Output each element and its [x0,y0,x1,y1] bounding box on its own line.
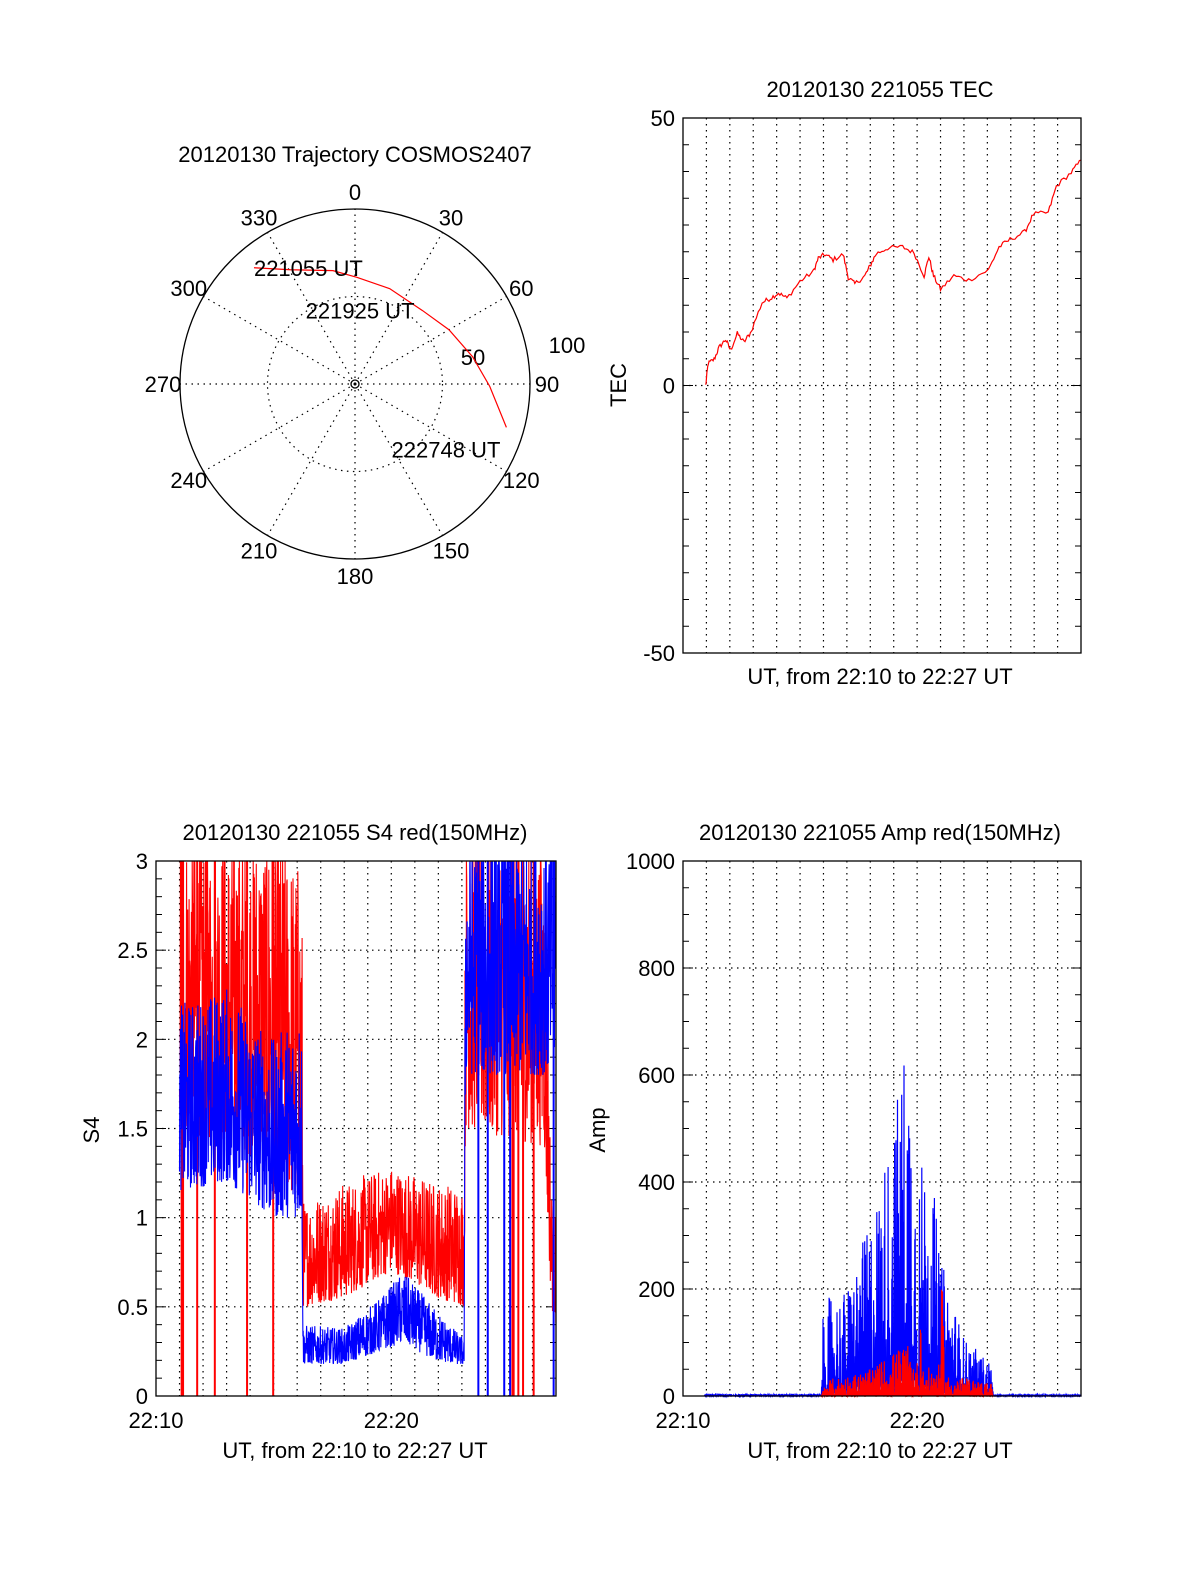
s4-blue-series [178,860,557,1365]
polar-angle-label: 330 [241,206,278,231]
amp-plot-frame [682,860,1082,1397]
y-tick-label: 2.5 [117,938,148,963]
polar-angle-label: 30 [439,206,463,231]
polar-angle-label: 240 [170,468,207,493]
polar-ring-50 [266,295,444,473]
polar-angle-label: 150 [433,538,470,563]
y-tick-label: 1.5 [117,1117,148,1142]
tec-ylabel: TEC [606,363,631,407]
y-tick-label: 400 [638,1170,675,1195]
tec-xlabel: UT, from 22:10 to 22:27 UT [747,664,1012,689]
y-tick-label: 1 [136,1206,148,1231]
y-tick-label: 800 [638,956,675,981]
s4-chart: 20120130 221055 S4 red(150MHz) UT, from … [79,820,557,1463]
tec-plot-frame [682,117,1082,654]
polar-angle-label: 60 [509,276,533,301]
y-tick-label: -50 [643,641,675,666]
y-tick-label: 3 [136,849,148,874]
trajectory-annotation: 221055 UT [254,256,363,281]
amp-ylabel: Amp [585,1107,610,1152]
tec-series-line [705,159,1082,385]
s4-xlabel: UT, from 22:10 to 22:27 UT [222,1438,487,1463]
polar-center [350,379,360,389]
y-tick-label: 0 [663,374,675,399]
s4-ylabel: S4 [79,1117,104,1144]
x-tick-label: 22:10 [655,1408,710,1433]
trajectory-line [253,267,507,428]
x-tick-label: 22:20 [890,1408,945,1433]
y-tick-label: 2 [136,1027,148,1052]
amp-title: 20120130 221055 Amp red(150MHz) [699,820,1061,845]
polar-angle-label: 90 [535,372,559,397]
polar-angle-label: 270 [145,372,182,397]
y-tick-label: 600 [638,1063,675,1088]
s4-plot-frame [155,860,557,1397]
s4-title: 20120130 221055 S4 red(150MHz) [183,820,528,845]
polar-angle-label: 300 [170,276,207,301]
trajectory-polar-chart: 20120130 Trajectory COSMOS2407 0 30 60 90 12… [145,142,586,589]
y-tick-label: 0.5 [117,1295,148,1320]
polar-outer-ring [179,208,531,560]
trajectory-annotation: 222748 UT [392,437,501,462]
trajectory-annotation: 221925 UT [306,299,415,324]
amp-red-series [820,1289,994,1399]
y-tick-label: 0 [136,1384,148,1409]
y-tick-label: 0 [663,1384,675,1409]
polar-angle-label: 210 [241,538,278,563]
polar-radial-label-100: 100 [549,333,586,358]
polar-title: 20120130 Trajectory COSMOS2407 [178,142,531,167]
y-tick-label: 50 [651,106,675,131]
y-tick-label: 1000 [626,849,675,874]
amp-chart: 20120130 221055 Amp red(150MHz) UT, from… [585,820,1082,1463]
x-tick-label: 22:20 [364,1408,419,1433]
tec-title: 20120130 221055 TEC [766,77,993,102]
amp-xlabel: UT, from 22:10 to 22:27 UT [747,1438,1012,1463]
tec-chart: 20120130 221055 TEC UT, from 22:10 to 22… [606,77,1082,689]
polar-angle-label: 0 [349,180,361,205]
x-tick-label: 22:10 [128,1408,183,1433]
polar-angle-label: 120 [503,468,540,493]
polar-angle-label: 180 [337,564,374,589]
y-tick-label: 200 [638,1277,675,1302]
